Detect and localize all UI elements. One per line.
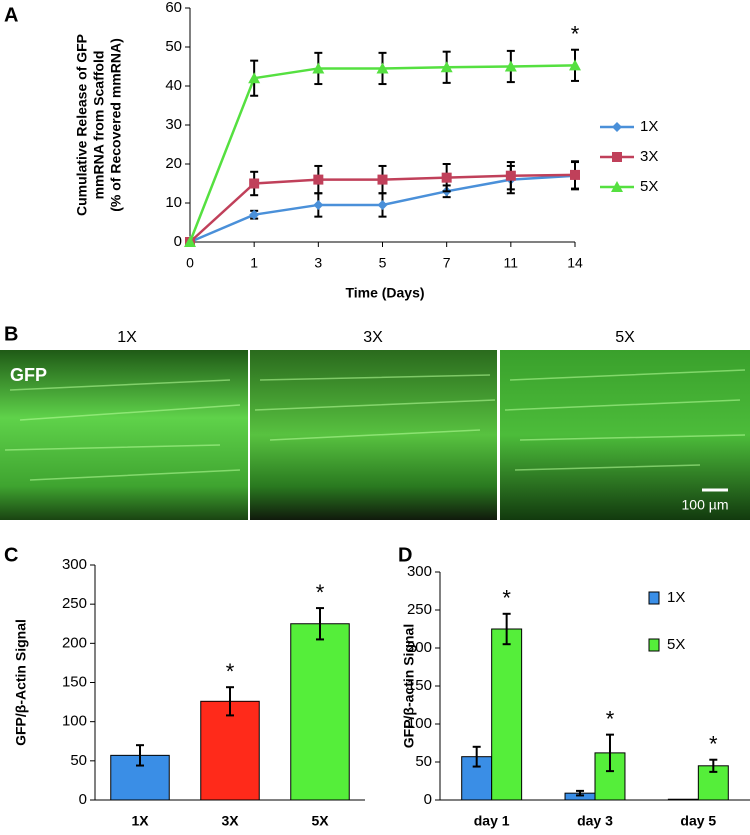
significance: * xyxy=(571,22,580,47)
x-tick-label: day 1 xyxy=(474,813,510,829)
marker xyxy=(313,200,323,210)
y-tick-label: 0 xyxy=(424,791,432,808)
x-axis-label: Time (Days) xyxy=(345,285,424,301)
image-label: 3X xyxy=(363,329,383,346)
image-label: 5X xyxy=(615,329,635,346)
legend-label: 1X xyxy=(667,589,685,606)
x-tick-label: 5 xyxy=(379,255,387,271)
y-tick-label: 50 xyxy=(165,38,182,55)
y-tick-label: 20 xyxy=(165,155,182,172)
y-axis-label: mmRNA from Scaffold xyxy=(91,51,107,200)
significance: * xyxy=(606,706,615,731)
y-axis-label: (% of Recovered mmRNA) xyxy=(108,38,124,211)
x-tick-label: 1X xyxy=(131,813,149,829)
panel-label: B xyxy=(4,323,18,345)
marker xyxy=(612,152,622,162)
scale-label: 100 µm xyxy=(682,497,729,513)
legend-swatch xyxy=(649,639,659,651)
panel-label: C xyxy=(4,544,18,566)
x-tick-label: 11 xyxy=(504,255,519,271)
marker xyxy=(313,175,323,185)
legend-label: 5X xyxy=(640,178,658,195)
x-tick-label: 1 xyxy=(250,255,258,271)
panel-label: A xyxy=(4,4,18,26)
y-tick-label: 0 xyxy=(79,791,87,808)
y-tick-label: 50 xyxy=(415,753,432,770)
significance: * xyxy=(502,586,511,611)
x-tick-label: 14 xyxy=(567,255,583,271)
marker xyxy=(378,175,388,185)
x-tick-label: day 5 xyxy=(680,813,716,829)
significance: * xyxy=(316,580,325,605)
bar xyxy=(291,624,350,800)
marker xyxy=(249,179,259,189)
y-axis-label: GFP/β-actin Signal xyxy=(401,624,417,748)
y-tick-label: 250 xyxy=(62,595,87,612)
x-tick-label: 3X xyxy=(221,813,239,829)
x-tick-label: 7 xyxy=(443,255,451,271)
y-tick-label: 0 xyxy=(174,233,182,250)
marker xyxy=(570,170,580,180)
y-axis-label: Cumulative Release of GFP xyxy=(74,34,90,216)
legend-label: 5X xyxy=(667,636,685,653)
legend-label: 1X xyxy=(640,118,658,135)
significance: * xyxy=(226,659,235,684)
bar xyxy=(668,799,698,800)
x-tick-label: 0 xyxy=(186,255,194,271)
y-tick-label: 10 xyxy=(165,194,182,211)
x-tick-label: 3 xyxy=(314,255,322,271)
image-label: 1X xyxy=(117,329,137,346)
marker xyxy=(378,200,388,210)
bar xyxy=(492,629,522,800)
stain-label: GFP xyxy=(10,365,47,385)
y-tick-label: 40 xyxy=(165,77,182,94)
y-tick-label: 250 xyxy=(407,601,432,618)
x-tick-label: 5X xyxy=(311,813,329,829)
x-tick-label: day 3 xyxy=(577,813,613,829)
y-axis-label: GFP/β-Actin Signal xyxy=(13,619,29,746)
y-tick-label: 150 xyxy=(62,673,87,690)
y-tick-label: 50 xyxy=(70,752,87,769)
significance: * xyxy=(709,732,718,757)
y-tick-label: 60 xyxy=(165,0,182,16)
y-tick-label: 300 xyxy=(62,556,87,573)
y-tick-label: 300 xyxy=(407,563,432,580)
legend-label: 3X xyxy=(640,148,658,165)
marker xyxy=(442,173,452,183)
legend-swatch xyxy=(649,592,659,604)
marker xyxy=(506,171,516,181)
y-tick-label: 30 xyxy=(165,116,182,133)
y-tick-label: 100 xyxy=(62,713,87,730)
marker xyxy=(612,122,622,132)
y-tick-label: 200 xyxy=(62,634,87,651)
